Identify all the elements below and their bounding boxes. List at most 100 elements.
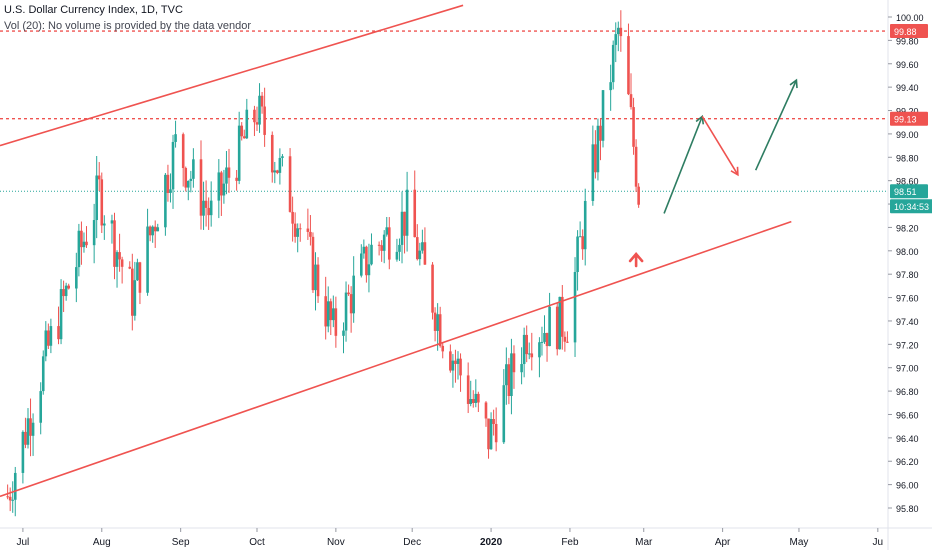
- candle-body[interactable]: [57, 326, 60, 340]
- candle-body[interactable]: [24, 431, 27, 445]
- candle-body[interactable]: [454, 360, 457, 364]
- candle-body[interactable]: [456, 358, 460, 364]
- candle-body[interactable]: [489, 419, 493, 450]
- candle-body[interactable]: [545, 332, 549, 347]
- candle-body[interactable]: [502, 385, 506, 443]
- candle-body[interactable]: [398, 244, 401, 252]
- candle-body[interactable]: [133, 280, 137, 316]
- candle-body[interactable]: [136, 262, 139, 281]
- candle-body[interactable]: [540, 341, 544, 343]
- candle-body[interactable]: [362, 246, 366, 254]
- candle-body[interactable]: [138, 262, 142, 293]
- candle-body[interactable]: [67, 285, 70, 289]
- trendline[interactable]: [0, 4, 464, 147]
- candle-body[interactable]: [306, 228, 310, 232]
- candle-body[interactable]: [128, 266, 132, 269]
- candle-body[interactable]: [619, 27, 623, 37]
- candle-body[interactable]: [609, 82, 612, 91]
- candle-body[interactable]: [62, 289, 65, 297]
- projection-segment[interactable]: [754, 79, 798, 171]
- candle-body[interactable]: [169, 189, 172, 193]
- candle-body[interactable]: [92, 220, 96, 246]
- candle-body[interactable]: [309, 231, 312, 237]
- candle-body[interactable]: [385, 227, 389, 235]
- candle-body[interactable]: [400, 211, 404, 245]
- candle-body[interactable]: [558, 296, 562, 350]
- candle-body[interactable]: [599, 125, 602, 141]
- candle-body[interactable]: [505, 364, 508, 386]
- candle-body[interactable]: [171, 141, 175, 190]
- candle-body[interactable]: [13, 472, 17, 500]
- candle-body[interactable]: [507, 364, 511, 397]
- candle-body[interactable]: [49, 326, 53, 346]
- candle-body[interactable]: [627, 36, 630, 95]
- candle-body[interactable]: [153, 226, 157, 232]
- candle-body[interactable]: [548, 306, 551, 347]
- candle-body[interactable]: [614, 34, 618, 45]
- candle-body[interactable]: [240, 125, 244, 137]
- candle-body[interactable]: [156, 227, 160, 232]
- candle-body[interactable]: [413, 189, 417, 238]
- candle-body[interactable]: [146, 226, 149, 293]
- candle-body[interactable]: [164, 174, 167, 228]
- candle-body[interactable]: [591, 144, 595, 201]
- candle-body[interactable]: [629, 94, 633, 108]
- candle-body[interactable]: [344, 292, 348, 331]
- candle-body[interactable]: [47, 330, 50, 346]
- candle-body[interactable]: [184, 168, 188, 188]
- candle-body[interactable]: [530, 353, 534, 358]
- candle-body[interactable]: [204, 200, 208, 208]
- candle-body[interactable]: [110, 220, 114, 224]
- candle-body[interactable]: [382, 234, 386, 251]
- candle-body[interactable]: [148, 226, 152, 236]
- candle-body[interactable]: [466, 375, 470, 404]
- candle-body[interactable]: [594, 144, 597, 173]
- candle-body[interactable]: [377, 244, 381, 246]
- projection-segment[interactable]: [701, 115, 739, 176]
- candle-body[interactable]: [85, 241, 88, 246]
- candle-body[interactable]: [418, 250, 422, 260]
- candle-body[interactable]: [360, 253, 363, 276]
- candle-body[interactable]: [431, 264, 434, 313]
- candle-body[interactable]: [566, 341, 569, 343]
- candle-body[interactable]: [522, 334, 526, 365]
- candle-body[interactable]: [95, 175, 98, 221]
- candle-body[interactable]: [433, 312, 437, 331]
- candle-body[interactable]: [276, 170, 279, 173]
- candle-body[interactable]: [596, 125, 600, 173]
- candle-body[interactable]: [484, 402, 488, 419]
- candle-body[interactable]: [405, 189, 409, 236]
- candle-body[interactable]: [222, 183, 226, 196]
- candle-body[interactable]: [438, 314, 442, 346]
- candle-body[interactable]: [423, 242, 427, 265]
- candle-body[interactable]: [131, 268, 134, 316]
- candle-body[interactable]: [349, 294, 353, 314]
- candle-body[interactable]: [525, 334, 528, 355]
- candle-body[interactable]: [573, 272, 577, 343]
- candle-body[interactable]: [326, 301, 330, 327]
- candle-body[interactable]: [520, 364, 523, 373]
- candle-body[interactable]: [181, 134, 185, 169]
- candle-body[interactable]: [151, 226, 154, 236]
- candle-body[interactable]: [245, 109, 249, 139]
- candle-body[interactable]: [311, 236, 315, 291]
- candle-body[interactable]: [367, 264, 371, 276]
- candle-body[interactable]: [75, 267, 78, 289]
- candle-body[interactable]: [370, 244, 373, 265]
- candle-body[interactable]: [342, 330, 345, 336]
- candle-body[interactable]: [11, 499, 15, 501]
- candle-body[interactable]: [421, 242, 424, 251]
- candle-body[interactable]: [324, 296, 327, 327]
- candle-body[interactable]: [334, 308, 338, 336]
- candle-body[interactable]: [632, 107, 635, 147]
- candle-body[interactable]: [242, 136, 246, 139]
- candle-body[interactable]: [217, 172, 221, 201]
- candle-body[interactable]: [298, 228, 302, 230]
- candle-body[interactable]: [332, 308, 335, 321]
- candle-body[interactable]: [59, 289, 63, 340]
- candle-body[interactable]: [192, 159, 195, 179]
- candle-body[interactable]: [403, 211, 406, 236]
- candle-body[interactable]: [118, 252, 121, 260]
- candle-body[interactable]: [578, 236, 582, 238]
- candle-body[interactable]: [64, 285, 68, 297]
